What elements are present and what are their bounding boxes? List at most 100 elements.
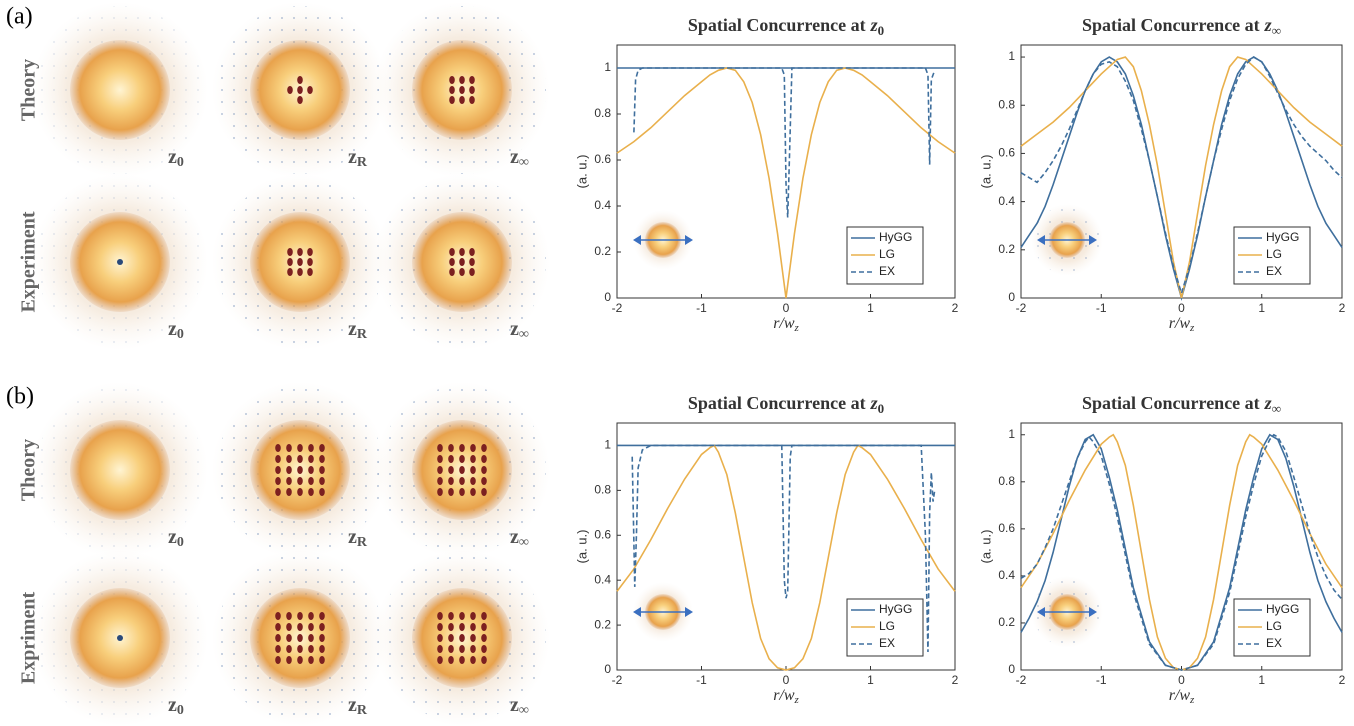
polarization-ellipse (319, 645, 325, 653)
polarization-ellipse (459, 455, 465, 463)
polarization-ellipse (481, 488, 487, 496)
polarization-ellipse (319, 455, 325, 463)
polarization-ellipse (449, 258, 455, 266)
beam-label-sub: ∞ (519, 535, 529, 550)
polarization-ellipse (297, 488, 303, 496)
y-tick-label: 0.8 (594, 483, 611, 497)
polarization-ellipse (437, 455, 443, 463)
y-tick-label: 0.6 (594, 527, 611, 541)
polarization-ellipse (319, 466, 325, 474)
y-tick-label: 1 (1008, 427, 1015, 441)
beam-label-base: z (168, 694, 177, 716)
x-tick-label: -2 (612, 301, 623, 315)
beam-label-base: z (168, 146, 177, 168)
chart-title: Spatial Concurrence atz0 (688, 393, 884, 416)
polarization-ellipse (437, 612, 443, 620)
polarization-ellipse (448, 656, 454, 664)
x-tick-label: -1 (696, 673, 707, 687)
polarization-ellipse (287, 86, 293, 94)
y-tick-label: 0.4 (998, 194, 1015, 208)
polarization-ellipse (449, 268, 455, 276)
polarization-ellipse (481, 645, 487, 653)
polarization-ellipse (297, 258, 303, 266)
polarization-ellipse (459, 444, 465, 452)
beam-label-sub: 0 (177, 535, 184, 550)
polarization-ellipse (459, 86, 465, 94)
polarization-ellipse (275, 466, 281, 474)
panel-label: (b) (6, 384, 34, 410)
beam-label-base: z (168, 526, 177, 548)
polarization-ellipse (319, 477, 325, 485)
polarization-ellipse (297, 466, 303, 474)
beam-label-base: z (510, 694, 519, 716)
y-tick-label: 0.8 (998, 97, 1015, 111)
x-axis-label-sub: z (794, 694, 800, 706)
polarization-ellipse (459, 248, 465, 256)
polarization-ellipse (297, 76, 303, 84)
chart-title-text: Spatial Concurrence at (1082, 393, 1260, 413)
beam-core (70, 420, 170, 520)
legend-label: EX (879, 264, 895, 278)
polarization-ellipse (319, 623, 325, 631)
polarization-ellipse (470, 634, 476, 642)
polarization-ellipse (470, 477, 476, 485)
polarization-ellipse (459, 623, 465, 631)
polarization-ellipse (448, 466, 454, 474)
polarization-ellipse (470, 645, 476, 653)
polarization-ellipse (297, 656, 303, 664)
beam-label-base: z (510, 146, 519, 168)
y-tick-label: 0.4 (594, 198, 611, 212)
legend-label: HyGG (1266, 230, 1299, 244)
polarization-ellipse (308, 444, 314, 452)
y-axis-label: (a. u.) (978, 530, 993, 564)
polarization-ellipse (459, 645, 465, 653)
polarization-ellipse (459, 258, 465, 266)
polarization-ellipse (286, 477, 292, 485)
polarization-ellipse (437, 623, 443, 631)
polarization-ellipse (286, 645, 292, 653)
y-tick-label: 0.2 (998, 615, 1015, 629)
polarization-ellipse (449, 86, 455, 94)
polarization-ellipse (437, 466, 443, 474)
figure: (a)Theoryz0zRz∞Experimentz0zRz∞(b)Theory… (0, 0, 1354, 726)
polarization-ellipse (319, 656, 325, 664)
polarization-ellipse (448, 623, 454, 631)
chart-title-var: z (870, 15, 878, 35)
polarization-ellipse (481, 634, 487, 642)
polarization-ellipse (297, 268, 303, 276)
x-axis-label-text: r/w (773, 315, 795, 332)
polarization-ellipse (297, 248, 303, 256)
polarization-ellipse (275, 488, 281, 496)
beam-label-base: z (348, 526, 357, 548)
y-tick-label: 0.4 (998, 568, 1015, 582)
polarization-ellipse (286, 656, 292, 664)
x-tick-label: -1 (1096, 301, 1107, 315)
polarization-ellipse (319, 444, 325, 452)
polarization-ellipse (437, 477, 443, 485)
polarization-ellipse (459, 268, 465, 276)
polarization-ellipse (297, 96, 303, 104)
polarization-ellipse (275, 477, 281, 485)
polarization-ellipse (469, 76, 475, 84)
polarization-ellipse (287, 258, 293, 266)
polarization-ellipse (448, 634, 454, 642)
legend-label: EX (879, 636, 895, 650)
beam-label-sub: R (357, 327, 368, 342)
polarization-ellipse (275, 656, 281, 664)
x-tick-label: 0 (1178, 673, 1185, 687)
polarization-ellipse (470, 623, 476, 631)
polarization-ellipse (286, 444, 292, 452)
legend-label: HyGG (1266, 602, 1299, 616)
chart-title-sub: 0 (878, 23, 885, 38)
polarization-ellipse (470, 444, 476, 452)
polarization-ellipse (308, 623, 314, 631)
polarization-ellipse (286, 623, 292, 631)
polarization-ellipse (308, 612, 314, 620)
polarization-ellipse (437, 656, 443, 664)
polarization-ellipse (287, 248, 293, 256)
polarization-ellipse (308, 477, 314, 485)
y-tick-label: 0.6 (998, 521, 1015, 535)
x-axis-label-text: r/w (773, 687, 795, 704)
